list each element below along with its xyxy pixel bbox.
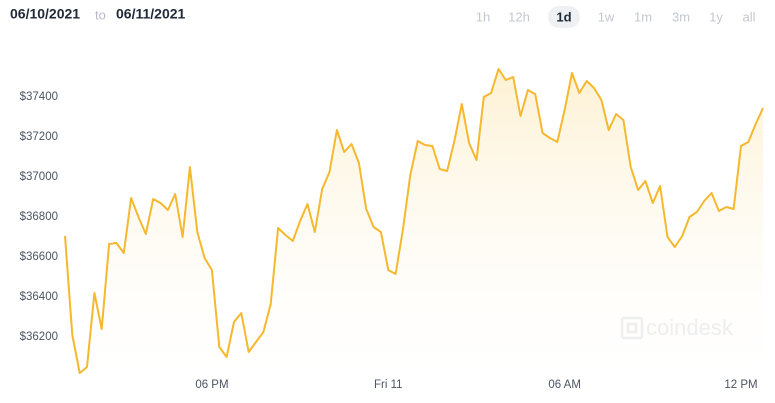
range-button[interactable]: 12h	[508, 9, 530, 24]
y-tick-label: $36200	[20, 331, 58, 343]
range-button[interactable]: 3m	[672, 9, 690, 24]
x-tick-label: Fri 11	[374, 379, 403, 391]
range-button-highlight	[548, 6, 580, 28]
range-button[interactable]: 1d	[556, 9, 571, 24]
x-tick-label: 12 PM	[724, 379, 757, 391]
y-tick-label: $36800	[20, 211, 58, 223]
y-tick-label: $36600	[20, 251, 58, 263]
range-button[interactable]: 1w	[598, 9, 615, 24]
date-separator: to	[95, 7, 106, 22]
x-tick-label: 06 AM	[548, 379, 581, 391]
range-button[interactable]: 1m	[634, 9, 652, 24]
y-tick-label: $37200	[20, 131, 58, 143]
x-tick-label: 06 PM	[195, 379, 228, 391]
start-date: 06/10/2021	[10, 6, 80, 22]
price-line	[64, 68, 764, 374]
range-button[interactable]: 1y	[709, 9, 723, 24]
y-tick-label: $36400	[20, 291, 58, 303]
end-date: 06/11/2021	[116, 6, 186, 22]
y-tick-label: $37000	[20, 171, 58, 183]
range-buttons: 1h 12h 1d 1w 1m 3m 1y all	[476, 6, 756, 28]
area-fill	[65, 69, 763, 377]
range-button[interactable]: 1h	[476, 9, 490, 24]
y-tick-label: $37400	[20, 91, 58, 103]
range-button[interactable]: all	[742, 9, 755, 24]
